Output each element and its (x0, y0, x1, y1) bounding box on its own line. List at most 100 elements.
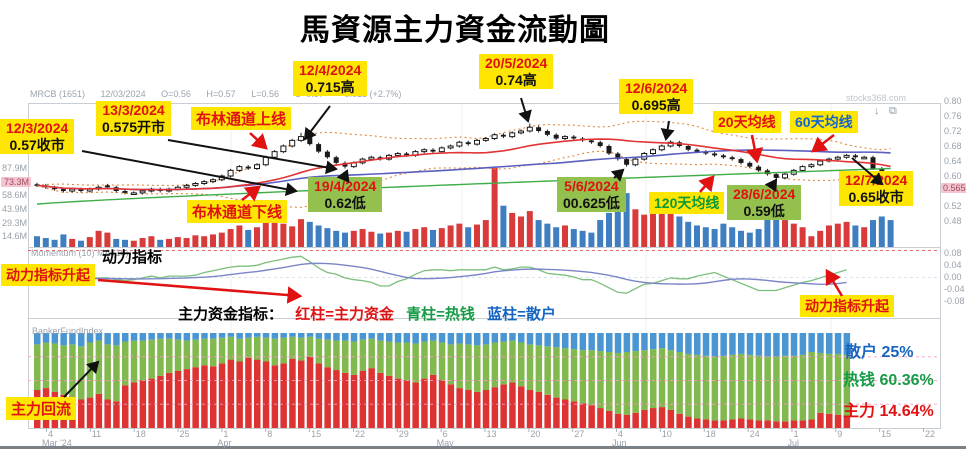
legend-green-bar: 青柱=热钱 (406, 306, 475, 323)
x-axis-month-label: Jul (787, 438, 799, 448)
annotation-date: 19/4/2024 (314, 178, 377, 194)
momentum-axis-label: 0.04 (944, 260, 962, 270)
x-axis-month-label: Apr (217, 438, 232, 448)
price-axis-label: 0.48 (944, 216, 962, 226)
banker-legend: 主力资金指标： 红柱=主力资金 青柱=热钱 蓝柱=散户 (178, 303, 564, 324)
annotation-13-3-2024: 13/3/2024 0.575开市 (96, 101, 172, 137)
summary-main-force: 主力 14.64% (843, 403, 934, 420)
label-momentum-rise-left: 动力指标升起 (1, 264, 95, 286)
annotation-value: 0.695高 (631, 96, 681, 113)
annotation-date: 12/7/2024 (845, 172, 908, 188)
current-price-tag: 0.565 (941, 183, 966, 194)
annotation-12-7-2024: 12/7/2024 0.65收市 (839, 171, 914, 207)
annotation-value: 0.59低 (743, 202, 785, 219)
label-main-force-return: 主力回流 (6, 397, 77, 420)
x-axis-day-label: 11 (91, 429, 102, 439)
x-axis-day-label: 20 (530, 429, 541, 439)
volume-axis-label: 29.3M (1, 217, 27, 228)
expand-icon[interactable]: ⧉ (889, 105, 897, 117)
price-axis-label: 0.60 (944, 171, 962, 181)
x-axis-day-label: 6 (442, 429, 448, 439)
legend-blue-bar: 蓝柱=散户 (487, 306, 556, 323)
momentum-cn-label: 动力指标 (102, 249, 163, 266)
summary-retail: 散户 25% (845, 344, 914, 361)
annotation-19-4-2024: 19/4/2024 0.62低 (308, 177, 383, 213)
volume-axis-label: 73.3M (1, 176, 31, 187)
annotation-date: 20/5/2024 (485, 55, 548, 71)
annotation-12-6-2024: 12/6/2024 0.695高 (619, 79, 694, 115)
x-axis-day-label: 15 (881, 429, 892, 439)
legend-red-bar: 红柱=主力资金 (295, 306, 394, 323)
banker-panel-label: BankerFundIndex (32, 326, 104, 336)
label-ma120: 120天均线 (649, 192, 725, 214)
x-axis-day-label: 10 (661, 429, 672, 439)
annotation-5-6-2024: 5/6/2024 00.625低 (557, 177, 626, 213)
annotation-value: 0.715高 (305, 78, 355, 95)
legend-prefix: 主力资金指标： (178, 306, 284, 323)
annotation-value: 0.62低 (324, 194, 366, 211)
x-axis-day-label: 13 (486, 429, 497, 439)
price-axis-label: 0.52 (944, 201, 962, 211)
symbol-label: MRCB (1651) (30, 89, 86, 99)
annotation-value: 0.74高 (495, 71, 537, 88)
x-axis-day-label: 1 (223, 429, 229, 439)
x-axis-day-label: 29 (398, 429, 409, 439)
annotation-12-3-2024: 12/3/2024 0.57收市 (0, 119, 75, 155)
x-axis-day-label: 24 (749, 429, 760, 439)
download-icon[interactable]: ↓ (874, 105, 880, 117)
annotation-date: 12/4/2024 (299, 62, 362, 78)
annotation-20-5-2024: 20/5/2024 0.74高 (479, 54, 554, 90)
momentum-panel-label: Momentum (10) MA (10) (31, 248, 129, 258)
label-ma60: 60天均线 (790, 111, 858, 133)
x-axis-day-label: 4 (48, 429, 54, 439)
momentum-axis-label: 0.08 (944, 248, 962, 258)
price-axis-label: 0.72 (944, 126, 962, 136)
annotation-value: 0.57收市 (9, 136, 65, 153)
x-axis-day-label: 18 (705, 429, 716, 439)
x-axis-day-label: 4 (618, 429, 624, 439)
label-ma20: 20天均线 (713, 111, 781, 133)
x-axis-day-label: 25 (179, 429, 190, 439)
momentum-axis-label: 0.00 (944, 272, 962, 282)
header-change: +0.015 (+2.7%) (339, 89, 402, 99)
volume-axis-label: 14.6M (1, 231, 27, 242)
header-high: H=0.57 (206, 89, 236, 99)
x-axis-day-label: 22 (925, 429, 936, 439)
label-momentum-rise-right: 动力指标升起 (800, 295, 894, 317)
annotation-date: 12/6/2024 (625, 80, 688, 96)
price-axis-label: 0.64 (944, 156, 962, 166)
watermark: stocks368.com (846, 93, 907, 103)
momentum-axis-label: -0.08 (944, 296, 965, 306)
annotation-date: 13/3/2024 (102, 102, 165, 118)
annotation-date: 28/6/2024 (733, 186, 796, 202)
x-axis-day-label: 9 (837, 429, 843, 439)
x-axis-day-label: 15 (311, 429, 322, 439)
x-axis-month-label: May (436, 438, 454, 448)
momentum-axis-label: -0.04 (944, 284, 965, 294)
header-low: L=0.56 (251, 89, 279, 99)
annotation-value: 0.575开市 (102, 118, 166, 135)
annotation-12-4-2024: 12/4/2024 0.715高 (293, 61, 368, 97)
x-axis-month-label: Jun (612, 438, 627, 448)
annotation-date: 5/6/2024 (564, 178, 619, 194)
x-axis-month-label: Mar '24 (42, 438, 72, 448)
annotation-28-6-2024: 28/6/2024 0.59低 (727, 185, 802, 221)
volume-axis-label: 58.6M (1, 190, 27, 201)
x-axis-day-label: 8 (267, 429, 273, 439)
header-open: O=0.56 (161, 89, 191, 99)
annotation-date: 12/3/2024 (6, 120, 69, 136)
summary-hot-money: 热钱 60.36% (843, 372, 934, 389)
price-axis-label: 0.80 (944, 96, 962, 106)
annotation-value: 0.65收市 (848, 188, 904, 205)
label-bollinger-lower: 布林通道下线 (187, 200, 288, 223)
page-title: 馬資源主力資金流動圖 (300, 14, 610, 47)
x-axis-day-label: 18 (135, 429, 146, 439)
x-axis-day-label: 22 (354, 429, 365, 439)
x-axis-day-label: 1 (793, 429, 799, 439)
annotation-value: 00.625低 (563, 194, 620, 211)
header-date: 12/03/2024 (100, 89, 146, 99)
volume-axis-label: 87.9M (1, 163, 27, 174)
label-bollinger-upper: 布林通道上线 (191, 107, 292, 130)
x-axis-day-label: 27 (574, 429, 585, 439)
